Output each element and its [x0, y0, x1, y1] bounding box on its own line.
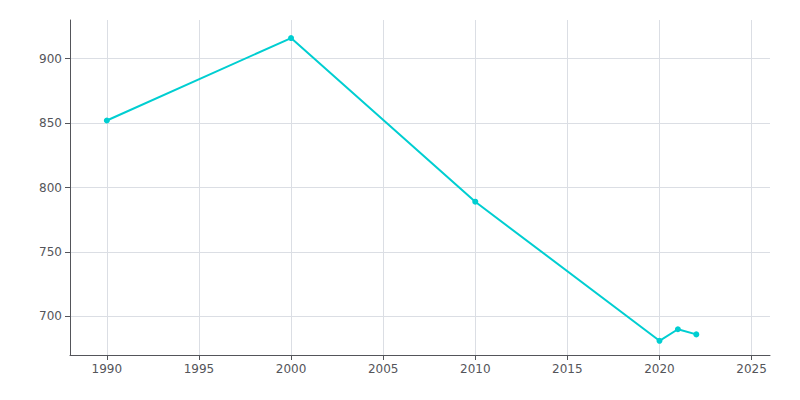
svg-text:2015: 2015: [552, 362, 583, 376]
svg-text:700: 700: [39, 309, 62, 323]
svg-text:2005: 2005: [368, 362, 399, 376]
svg-text:800: 800: [39, 181, 62, 195]
svg-text:1995: 1995: [184, 362, 215, 376]
svg-text:850: 850: [39, 116, 62, 130]
svg-text:1990: 1990: [92, 362, 123, 376]
svg-text:2010: 2010: [460, 362, 491, 376]
svg-text:2020: 2020: [644, 362, 675, 376]
svg-text:900: 900: [39, 52, 62, 66]
svg-text:750: 750: [39, 245, 62, 259]
svg-text:2000: 2000: [276, 362, 307, 376]
svg-text:2025: 2025: [736, 362, 767, 376]
